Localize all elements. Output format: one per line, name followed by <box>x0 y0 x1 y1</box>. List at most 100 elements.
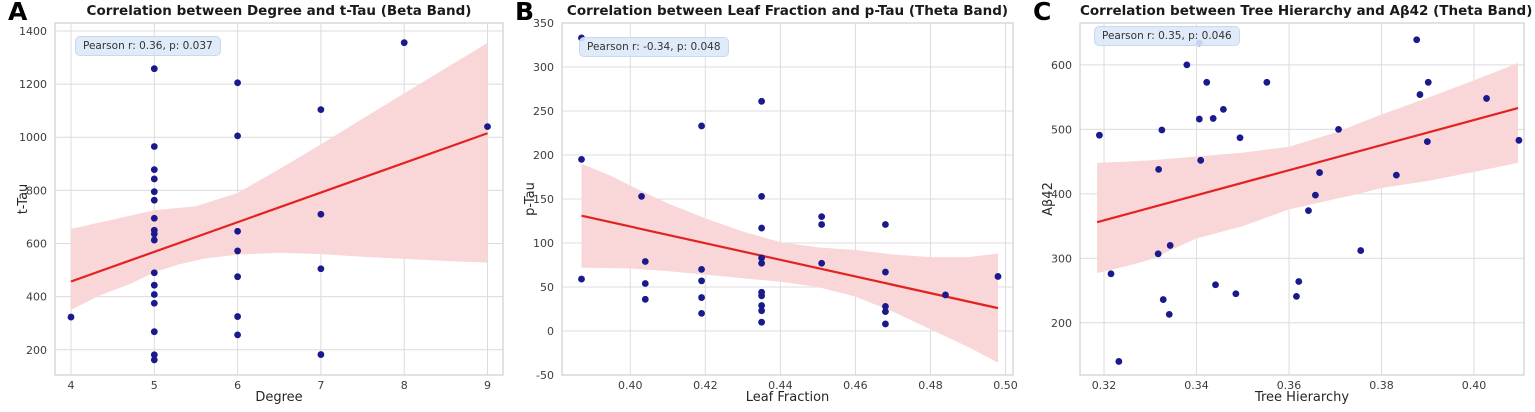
confidence-band <box>581 163 998 363</box>
data-point <box>1236 134 1244 142</box>
data-point <box>234 247 241 255</box>
data-point <box>578 156 585 163</box>
data-point <box>150 143 158 150</box>
data-point <box>1165 310 1173 318</box>
x-tick-label: 0.50 <box>993 379 1018 392</box>
data-point <box>1158 126 1166 134</box>
data-point <box>1115 358 1123 365</box>
data-point <box>67 313 75 321</box>
y-tick-label: -50 <box>536 369 554 382</box>
y-tick-label: 800 <box>26 184 47 197</box>
y-tick-label: 100 <box>533 237 554 250</box>
data-point <box>1203 78 1211 86</box>
data-point <box>1515 136 1523 144</box>
panel-b-letter: B <box>515 0 535 26</box>
data-point <box>1263 78 1271 86</box>
y-tick-label: 400 <box>26 291 47 304</box>
data-point <box>234 313 241 320</box>
panel-b: B Correlation between Leaf Fraction and … <box>512 0 1023 412</box>
y-tick-label: 300 <box>1051 252 1072 265</box>
panel-c-y-axis-label: Aβ42 <box>1041 182 1056 216</box>
panel-b-title: Correlation between Leaf Fraction and p-… <box>566 3 1009 19</box>
data-point <box>758 292 766 300</box>
x-tick-label: 0.44 <box>768 379 793 392</box>
data-point <box>317 351 325 358</box>
data-point <box>882 308 889 316</box>
data-point <box>150 269 158 277</box>
data-point <box>234 273 241 281</box>
panel-c-scatter-plot: 0.32 0.34 0.36 0.38 0.40 200 300 400 500 600 <box>1051 22 1525 392</box>
x-tick-label: 0.42 <box>693 379 718 392</box>
data-point <box>1232 290 1240 298</box>
data-point <box>1195 115 1203 123</box>
data-point <box>758 97 766 105</box>
x-tick-label: 7 <box>317 379 324 392</box>
data-point <box>758 259 766 267</box>
panel-a-x-axis-label: Degree <box>255 390 303 405</box>
y-tick-label: 50 <box>540 281 554 294</box>
x-tick-label: 0.36 <box>1277 379 1302 392</box>
data-point <box>698 310 705 317</box>
data-point <box>578 275 585 283</box>
data-point <box>150 196 158 204</box>
x-tick-label: 0.46 <box>843 379 868 392</box>
x-tick-label: 9 <box>484 379 491 392</box>
data-point <box>758 318 766 326</box>
panel-a-pearson-annotation: Pearson r: 0.36, p: 0.037 <box>75 36 221 56</box>
data-point <box>150 175 158 183</box>
data-point <box>1335 125 1342 133</box>
panel-c-title: Correlation between Tree Hierarchy and A… <box>1080 3 1533 19</box>
panel-b-pearson-annotation: Pearson r: -0.34, p: 0.048 <box>579 37 729 57</box>
data-point <box>234 331 241 339</box>
data-point <box>698 277 705 285</box>
data-point <box>698 266 705 273</box>
data-point <box>1209 115 1217 122</box>
confidence-band <box>1097 62 1518 274</box>
data-point <box>1183 61 1191 69</box>
data-point <box>1212 281 1219 289</box>
data-point <box>1312 191 1319 199</box>
data-point <box>641 258 649 265</box>
data-point <box>1483 95 1490 102</box>
panel-a-title: Correlation between Degree and t-Tau (Be… <box>86 3 472 19</box>
data-point <box>317 210 325 218</box>
data-point <box>484 123 491 131</box>
y-tick-label: 600 <box>1051 59 1072 72</box>
data-point <box>1295 278 1303 285</box>
y-tick-label: 350 <box>533 17 554 30</box>
data-point <box>1392 171 1400 179</box>
panel-c-letter: C <box>1033 0 1052 26</box>
data-point <box>150 351 158 359</box>
data-point <box>1293 292 1300 300</box>
data-point <box>882 302 889 310</box>
panel-b-y-axis-label: p-Tau <box>523 182 538 216</box>
data-point <box>1166 242 1174 249</box>
data-point <box>150 65 158 73</box>
data-point <box>641 280 649 287</box>
panel-c: C Correlation between Tree Hierarchy and… <box>1023 0 1535 412</box>
data-point <box>150 214 158 222</box>
y-tick-label: 1400 <box>19 25 47 38</box>
panel-c-x-axis-label: Tree Hierarchy <box>1254 390 1350 405</box>
x-tick-label: 0.32 <box>1092 379 1117 392</box>
data-point <box>150 328 158 336</box>
data-point <box>1155 165 1163 173</box>
data-point <box>234 79 241 87</box>
y-tick-label: 200 <box>26 344 47 357</box>
x-tick-label: 0.40 <box>618 379 643 392</box>
y-tick-label: 500 <box>1051 123 1072 136</box>
y-tick-label: 300 <box>533 61 554 74</box>
y-tick-label: 150 <box>533 193 554 206</box>
data-point <box>882 221 889 228</box>
y-tick-label: 200 <box>1051 317 1072 330</box>
panel-b-x-axis-label: Leaf Fraction <box>745 390 830 405</box>
plot-border <box>54 22 504 376</box>
x-tick-label: 8 <box>401 379 408 392</box>
data-point <box>317 265 325 273</box>
data-point <box>234 132 241 140</box>
data-point <box>150 188 158 196</box>
y-tick-label: 200 <box>533 149 554 162</box>
data-point <box>1416 91 1424 98</box>
plot-border <box>561 22 1014 376</box>
y-tick-label: 400 <box>1051 188 1072 201</box>
